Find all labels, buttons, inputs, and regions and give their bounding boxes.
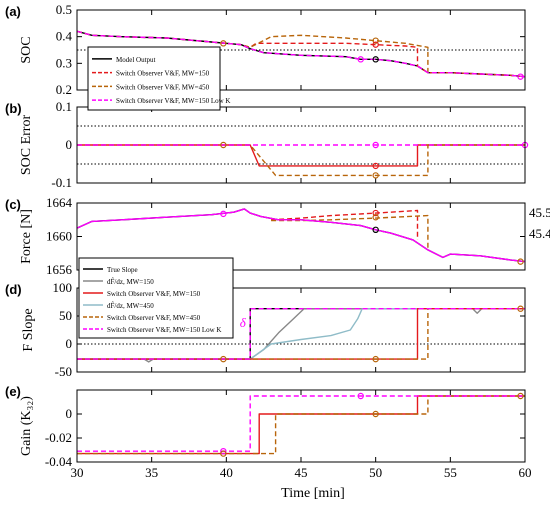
x-tick-label: 60	[519, 465, 532, 480]
data-marker	[372, 141, 379, 149]
plot-frame	[76, 389, 526, 463]
legend-label: Switch Observer V&F, MW=150	[116, 70, 210, 78]
plot-frame	[76, 202, 526, 271]
panel-label: (e)	[5, 384, 21, 399]
series-line	[77, 144, 525, 177]
data-marker	[517, 73, 524, 80]
data-marker	[357, 56, 364, 63]
data-marker	[372, 172, 379, 179]
data-marker	[372, 37, 379, 44]
series-line	[77, 144, 525, 167]
data-marker	[357, 392, 364, 400]
plot-frame	[76, 287, 526, 373]
y-tick-label: 0.3	[56, 55, 72, 70]
series-line	[271, 214, 429, 250]
y-tick-label: 0	[66, 336, 73, 351]
data-marker	[372, 162, 379, 170]
y-tick-label: 1660	[46, 229, 72, 244]
y-tick-label: 0.1	[56, 99, 72, 114]
plot-frame	[76, 9, 526, 91]
y-tick-label: 1656	[46, 262, 73, 277]
data-marker	[372, 226, 379, 233]
y-tick-label: 0	[66, 406, 73, 421]
y-tick-label: 0.2	[56, 82, 72, 97]
legend-label: Model Output	[116, 56, 156, 64]
data-marker	[220, 450, 227, 457]
right-tick-label: 45.5	[529, 205, 550, 220]
data-marker	[517, 305, 524, 312]
data-marker	[372, 355, 379, 363]
panel-a: (a) SOC 0.2 0.3 0.4 0.5	[5, 2, 526, 97]
panel-label: (b)	[5, 101, 22, 116]
data-marker	[220, 355, 227, 363]
legend-label: dF̂/dz, MW=450	[107, 302, 154, 310]
y-axis-label: Force [N]	[19, 209, 34, 264]
series-line	[77, 308, 525, 363]
data-marker	[220, 40, 227, 47]
data-marker	[220, 210, 227, 218]
x-axis-label: Time [min]	[281, 486, 345, 501]
y-tick-label: 0	[66, 137, 73, 152]
series-line	[271, 209, 419, 240]
legend: Model Output Switch Observer V&F, MW=150 S…	[87, 46, 230, 111]
series-line	[77, 308, 525, 360]
y-tick-label: -50	[55, 364, 72, 379]
series-line	[77, 308, 525, 360]
data-marker	[372, 214, 379, 221]
panel-label: (d)	[5, 282, 22, 297]
panel-b: (b)SOC Error -0.1 0 0.1	[5, 99, 529, 190]
legend-label: Switch Observer V&F, MW=150 Low K	[116, 97, 230, 105]
y-tick-label: -0.02	[45, 430, 72, 445]
plot-frame	[76, 106, 526, 184]
legend-label: Switch Observer V&F, MW=450	[107, 314, 201, 322]
series-line	[77, 208, 525, 263]
data-marker	[220, 448, 227, 455]
panel-e: (e)Gain (K₃₂) -0.04 -0.02 0 30 35 40 45 50 55 60	[5, 384, 532, 480]
x-tick-label: 55	[444, 465, 457, 480]
panel-c: (c)Force [N]16561660166445.445.5Pressure…	[5, 195, 550, 277]
x-tick-label: 50	[369, 465, 382, 480]
data-marker	[372, 41, 379, 48]
y-axis-label: SOC Error	[19, 115, 34, 176]
series-line	[77, 208, 525, 263]
legend: True Slope dF̂/dz, MW=150 Switch Observer …	[78, 257, 234, 339]
y-tick-label: -0.04	[45, 454, 73, 469]
data-marker	[517, 392, 524, 400]
y-axis-label: Gain (K₃₂)	[19, 396, 34, 456]
data-marker	[517, 258, 524, 265]
data-marker	[372, 410, 379, 418]
y-tick-label: 0.4	[56, 29, 73, 44]
panel-d: (d) F Slope -50 0 50 100 δ	[5, 280, 526, 379]
x-tick-label: 40	[220, 465, 233, 480]
legend-label: Switch Observer V&F, MW=150	[107, 290, 201, 298]
legend-box	[78, 257, 234, 339]
x-tick-label: 35	[145, 465, 158, 480]
y-tick-label: 50	[59, 308, 72, 323]
data-marker	[220, 141, 227, 149]
data-marker	[372, 209, 379, 217]
x-tick-label: 45	[295, 465, 308, 480]
y-tick-label: 0.5	[56, 2, 72, 17]
y-tick-label: 1664	[46, 195, 73, 210]
x-tick-label: 30	[71, 465, 84, 480]
delta-annotation: δ	[240, 315, 247, 330]
y-axis-label: F Slope	[21, 308, 36, 351]
panel-label: (c)	[5, 197, 21, 212]
y-tick-label: -0.1	[51, 175, 72, 190]
legend-label: Switch Observer V&F, MW=150 Low K	[107, 326, 221, 334]
series-line	[77, 395, 525, 455]
right-tick-label: 45.4	[529, 226, 550, 241]
y-axis-label: SOC	[19, 36, 34, 63]
data-marker	[372, 56, 379, 63]
legend-label: dF̂/dz, MW=150	[107, 278, 154, 286]
y-tick-label: 100	[53, 280, 73, 295]
legend-label: True Slope	[107, 266, 138, 274]
legend-label: Switch Observer V&F, MW=450	[116, 83, 210, 91]
series-line	[77, 395, 525, 455]
panel-label: (a)	[5, 4, 21, 19]
series-line	[77, 30, 525, 78]
series-line	[77, 395, 525, 452]
